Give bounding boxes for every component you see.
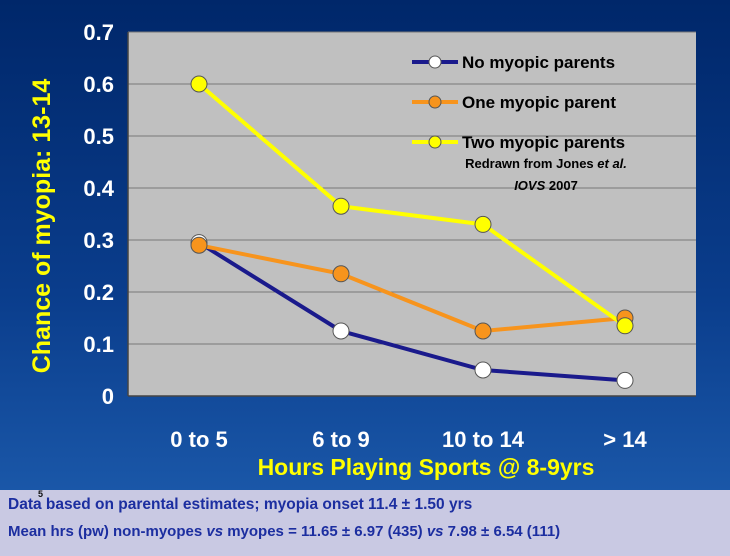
x-tick-labels: 0 to 5 6 to 9 10 to 14 > 14 bbox=[170, 427, 647, 452]
data-point bbox=[332, 322, 350, 340]
x-axis-label: Hours Playing Sports @ 8-9yrs bbox=[258, 454, 595, 480]
y-tick-label: 0.6 bbox=[83, 72, 114, 97]
footer-vs-2: vs bbox=[426, 523, 444, 540]
source-annotation-line2: IOVS 2007 bbox=[514, 178, 578, 193]
data-point bbox=[616, 371, 634, 389]
legend-swatch-marker bbox=[428, 55, 442, 69]
x-tick-label: 10 to 14 bbox=[442, 427, 525, 452]
footer-line-1: Data based on parental estimates; myopia… bbox=[8, 496, 473, 513]
footer: Data based on parental estimates; myopia… bbox=[0, 489, 730, 556]
data-point bbox=[332, 265, 350, 283]
y-tick-label: 0.4 bbox=[83, 176, 114, 201]
footer-line-2-part-a: Mean hrs (pw) non-myopes bbox=[8, 523, 207, 540]
chart: 0 0.1 0.2 0.3 0.4 0.5 0.6 0.7 0 to 5 6 to 9 10 to… bbox=[28, 20, 696, 480]
data-point bbox=[332, 197, 350, 215]
x-tick-label: 0 to 5 bbox=[170, 427, 227, 452]
data-point bbox=[190, 236, 208, 254]
legend-swatch-marker bbox=[428, 135, 442, 149]
series-line bbox=[197, 82, 627, 328]
footer-vs-1: vs bbox=[206, 523, 224, 540]
footer-line-2-part-c: 7.98 ± 6.54 (111) bbox=[443, 523, 561, 540]
series-line bbox=[198, 243, 626, 334]
source-annotation-text: Redrawn from Jones bbox=[465, 156, 597, 171]
legend-label: One myopic parent bbox=[462, 93, 616, 112]
x-tick-label: 6 to 9 bbox=[312, 427, 369, 452]
source-annotation-etal: et al. bbox=[597, 156, 627, 171]
source-annotation-journal: IOVS bbox=[514, 178, 545, 193]
legend-label: No myopic parents bbox=[462, 53, 615, 72]
y-tick-label: 0.7 bbox=[83, 20, 114, 45]
y-tick-label: 0.1 bbox=[83, 332, 114, 357]
data-point bbox=[474, 322, 492, 340]
data-point bbox=[190, 75, 208, 93]
gridlines bbox=[127, 31, 696, 397]
y-tick-label: 0 bbox=[102, 384, 114, 409]
data-point bbox=[474, 361, 492, 379]
footer-line-2: Mean hrs (pw) non-myopes vs myopes = 11.… bbox=[8, 523, 560, 540]
source-annotation-year: 2007 bbox=[545, 178, 578, 193]
y-tick-label: 0.5 bbox=[83, 124, 114, 149]
y-tick-label: 0.2 bbox=[83, 280, 114, 305]
data-point bbox=[474, 215, 492, 233]
y-tick-labels: 0 0.1 0.2 0.3 0.4 0.5 0.6 0.7 bbox=[83, 20, 114, 409]
source-annotation-line1: Redrawn from Jones et al. bbox=[465, 156, 627, 171]
x-tick-label: > 14 bbox=[603, 427, 647, 452]
legend-label: Two myopic parents bbox=[462, 133, 625, 152]
series-line bbox=[197, 240, 626, 383]
series-lines bbox=[190, 75, 634, 389]
y-tick-label: 0.3 bbox=[83, 228, 114, 253]
legend: No myopic parents One myopic parent Two my… bbox=[412, 53, 625, 152]
data-point bbox=[616, 317, 634, 335]
legend-swatch-marker bbox=[428, 95, 442, 109]
footer-line-2-part-b: myopes = 11.65 ± 6.97 (435) bbox=[223, 523, 427, 540]
slide-number: 5 bbox=[38, 489, 44, 499]
y-axis-label: Chance of myopia: 13-14 bbox=[28, 79, 56, 374]
slide-background: 0 0.1 0.2 0.3 0.4 0.5 0.6 0.7 0 to 5 6 to 9 10 to… bbox=[0, 0, 730, 490]
